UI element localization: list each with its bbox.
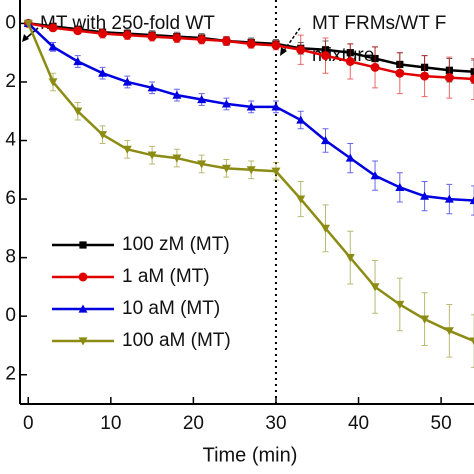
marker [321,136,331,145]
marker [78,337,88,346]
x-tick-label: 50 [431,413,452,434]
marker [78,304,88,313]
marker [271,102,281,111]
marker [78,272,88,282]
legend-label: 100 aM (MT) [122,330,231,351]
marker [444,73,454,83]
x-axis-label: Time (min) [203,444,298,466]
x-tick-label: 30 [265,413,286,434]
y-tick-label: 8 [5,247,16,268]
marker [221,164,231,173]
marker [345,56,355,66]
marker [197,160,207,169]
y-tick-label: 2 [5,71,16,92]
x-tick-label: 0 [23,413,34,434]
marker [48,23,58,33]
marker [420,315,430,324]
series [23,19,474,368]
y-tick-label: 2 [5,364,16,385]
marker [172,33,182,43]
marker [98,29,108,39]
marker [370,62,380,72]
legend-label: 1 aM (MT) [122,266,210,287]
legend-label: 100 zM (MT) [122,234,230,255]
marker [469,337,474,346]
marker [197,35,207,45]
error-bar [471,58,474,101]
marker [122,77,132,86]
marker [345,153,355,162]
marker [395,300,405,309]
marker [147,151,157,160]
marker [321,51,331,61]
y-tick-label: 0 [5,305,16,326]
error-bar [471,314,474,368]
marker [470,68,474,76]
marker [246,102,256,111]
marker [420,71,430,81]
marker [172,154,182,163]
marker [197,95,207,104]
marker [73,107,83,116]
series [23,18,474,216]
marker [23,19,33,28]
marker [147,83,157,92]
marker [370,171,380,180]
marker [73,56,83,66]
line [27,22,474,343]
marker [221,99,231,108]
marker [420,191,430,200]
marker [321,224,331,233]
marker [246,39,256,49]
marker [172,90,182,99]
marker [79,241,87,249]
x-tick-label: 40 [348,413,369,434]
marker [122,30,132,40]
marker [296,45,306,55]
marker [296,195,306,204]
marker [271,167,281,176]
marker [444,194,454,203]
marker [48,78,58,87]
error-bar [471,59,474,84]
annotation-arrowhead [22,34,29,42]
marker [246,166,256,175]
legend-label: 10 aM (MT) [122,298,220,319]
marker [147,32,157,42]
y-tick-label: 4 [5,130,16,151]
marker [73,26,83,36]
marker [221,36,231,46]
marker [98,68,108,77]
x-tick-label: 20 [183,413,204,434]
marker [345,254,355,263]
marker [48,42,58,51]
y-tick-label: 0 [5,12,16,33]
marker [122,145,132,154]
marker [395,182,405,191]
marker [370,283,380,292]
marker [395,68,405,78]
marker [469,196,474,205]
series [23,18,474,101]
x-tick-label: 10 [100,413,121,434]
error-bar [471,185,474,216]
annotation-arrowhead [280,47,287,56]
annotation: MT FRMs/WT F [312,13,446,34]
marker [296,115,306,124]
marker [444,327,454,336]
marker [271,40,281,50]
marker [469,74,474,84]
y-tick-label: 6 [5,188,16,209]
marker [98,131,108,140]
